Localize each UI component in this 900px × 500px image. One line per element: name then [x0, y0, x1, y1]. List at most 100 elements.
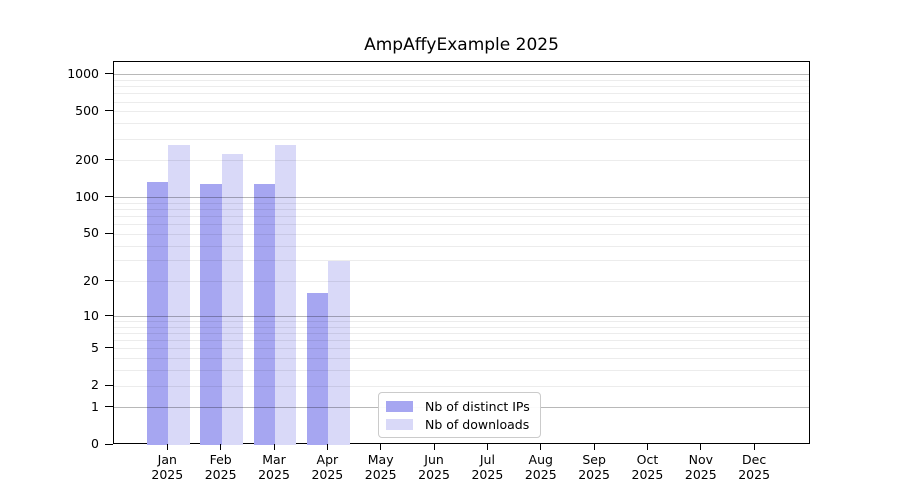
x-tick-feb — [220, 444, 222, 450]
x-tick-may — [380, 444, 382, 450]
bar-mar-downloads — [275, 145, 297, 445]
x-tick-label-year: 2025 — [578, 467, 610, 482]
y-tick-label-1000: 1000 — [67, 65, 99, 81]
bar-apr-distinct-ips — [306, 293, 329, 445]
bar-feb-downloads — [221, 154, 244, 445]
gridline-70 — [114, 216, 809, 218]
y-tick-20 — [105, 280, 113, 282]
bar-jan-downloads — [168, 144, 190, 445]
x-tick-sep — [593, 444, 595, 450]
x-tick-apr — [326, 444, 328, 450]
chart-title: AmpAffyExample 2025 — [364, 35, 559, 55]
bar-apr-downloads — [328, 260, 350, 445]
y-tick-50 — [105, 232, 113, 234]
x-tick-label-month: Jun — [424, 452, 444, 467]
bar-jan-distinct-ips — [146, 181, 169, 445]
gridline-7 — [114, 333, 809, 335]
y-tick-500 — [105, 110, 113, 112]
gridline-8 — [114, 326, 809, 328]
gridline-80 — [114, 209, 809, 211]
x-tick-label-year: 2025 — [258, 467, 290, 482]
legend-label-downloads: Nb of downloads — [425, 416, 530, 432]
y-tick-0 — [105, 443, 113, 445]
y-tick-10 — [105, 315, 113, 316]
gridline-400 — [114, 123, 809, 125]
x-tick-aug — [540, 444, 542, 450]
x-tick-label-dec: Dec 2025 — [722, 452, 786, 482]
x-tick-dec — [753, 444, 755, 450]
x-tick-label-sep: Sep 2025 — [562, 452, 626, 482]
x-tick-label-month: Jan — [157, 452, 177, 467]
y-tick-5 — [105, 347, 113, 349]
x-tick-label-jan: Jan 2025 — [135, 452, 199, 482]
gridline-60 — [114, 224, 809, 226]
y-tick-label-0: 0 — [91, 436, 99, 451]
gridline-40 — [114, 245, 809, 247]
gridline-2 — [114, 385, 809, 387]
gridline-30 — [114, 260, 809, 262]
gridline-200 — [114, 160, 809, 162]
x-tick-label-year: 2025 — [311, 467, 344, 482]
x-tick-label-feb: Feb 2025 — [189, 452, 253, 482]
gridline-20 — [114, 281, 809, 283]
gridline-5 — [114, 348, 809, 350]
y-tick-1 — [105, 406, 113, 408]
gridline-500 — [114, 111, 809, 113]
x-tick-label-year: 2025 — [684, 467, 717, 482]
x-tick-nov — [700, 444, 702, 450]
y-tick-label-50: 50 — [83, 225, 99, 241]
y-tick-label-5: 5 — [91, 339, 99, 355]
x-tick-jul — [486, 444, 488, 450]
y-tick-100 — [105, 196, 113, 198]
gridline-900 — [114, 79, 809, 81]
y-tick-label-10: 10 — [83, 307, 99, 323]
plot-area — [113, 61, 810, 445]
bars-layer — [114, 62, 809, 445]
x-tick-label-month: Feb — [209, 452, 232, 467]
gridline-800 — [114, 86, 809, 88]
gridline-1000 — [114, 74, 809, 76]
legend-swatch-downloads-icon — [386, 418, 413, 430]
y-tick-label-100: 100 — [75, 188, 99, 204]
x-tick-label-aug: Aug 2025 — [509, 452, 573, 482]
x-tick-label-year: 2025 — [418, 467, 450, 482]
y-tick-2 — [105, 384, 113, 386]
x-tick-jun — [433, 444, 435, 450]
x-tick-label-month: Nov — [688, 452, 713, 467]
x-tick-mar — [273, 444, 275, 450]
x-tick-label-month: Aug — [528, 452, 553, 467]
x-tick-label-year: 2025 — [151, 467, 184, 482]
x-tick-label-oct: Oct 2025 — [615, 452, 679, 482]
gridline-90 — [114, 202, 809, 204]
gridline-300 — [114, 138, 809, 140]
x-tick-label-month: Jul — [479, 452, 495, 467]
x-tick-label-may: May 2025 — [349, 452, 413, 482]
x-tick-label-mar: Mar 2025 — [242, 452, 306, 482]
x-tick-oct — [646, 444, 648, 450]
y-tick-200 — [105, 159, 113, 161]
x-tick-label-apr: Apr 2025 — [295, 452, 359, 482]
x-tick-label-nov: Nov 2025 — [669, 452, 733, 482]
x-tick-label-month: Sep — [582, 452, 606, 467]
x-tick-label-year: 2025 — [471, 467, 504, 482]
x-tick-label-year: 2025 — [364, 467, 397, 482]
gridline-600 — [114, 101, 809, 103]
gridline-700 — [114, 93, 809, 95]
gridline-4 — [114, 358, 809, 360]
gridline-6 — [114, 340, 809, 342]
y-tick-label-200: 200 — [75, 151, 99, 167]
gridline-50 — [114, 233, 809, 235]
legend-item-distinct-ips: Nb of distinct IPs — [386, 398, 530, 414]
y-tick-1000 — [105, 73, 113, 75]
y-tick-label-1: 1 — [91, 398, 99, 414]
x-tick-label-jul: Jul 2025 — [455, 452, 519, 482]
x-tick-label-year: 2025 — [524, 467, 557, 482]
gridline-9 — [114, 321, 809, 323]
gridline-10 — [114, 316, 809, 317]
bar-feb-distinct-ips — [200, 184, 222, 445]
x-tick-label-year: 2025 — [631, 467, 664, 482]
y-tick-label-20: 20 — [83, 272, 99, 288]
x-tick-label-year: 2025 — [738, 467, 771, 482]
gridline-3 — [114, 370, 809, 372]
